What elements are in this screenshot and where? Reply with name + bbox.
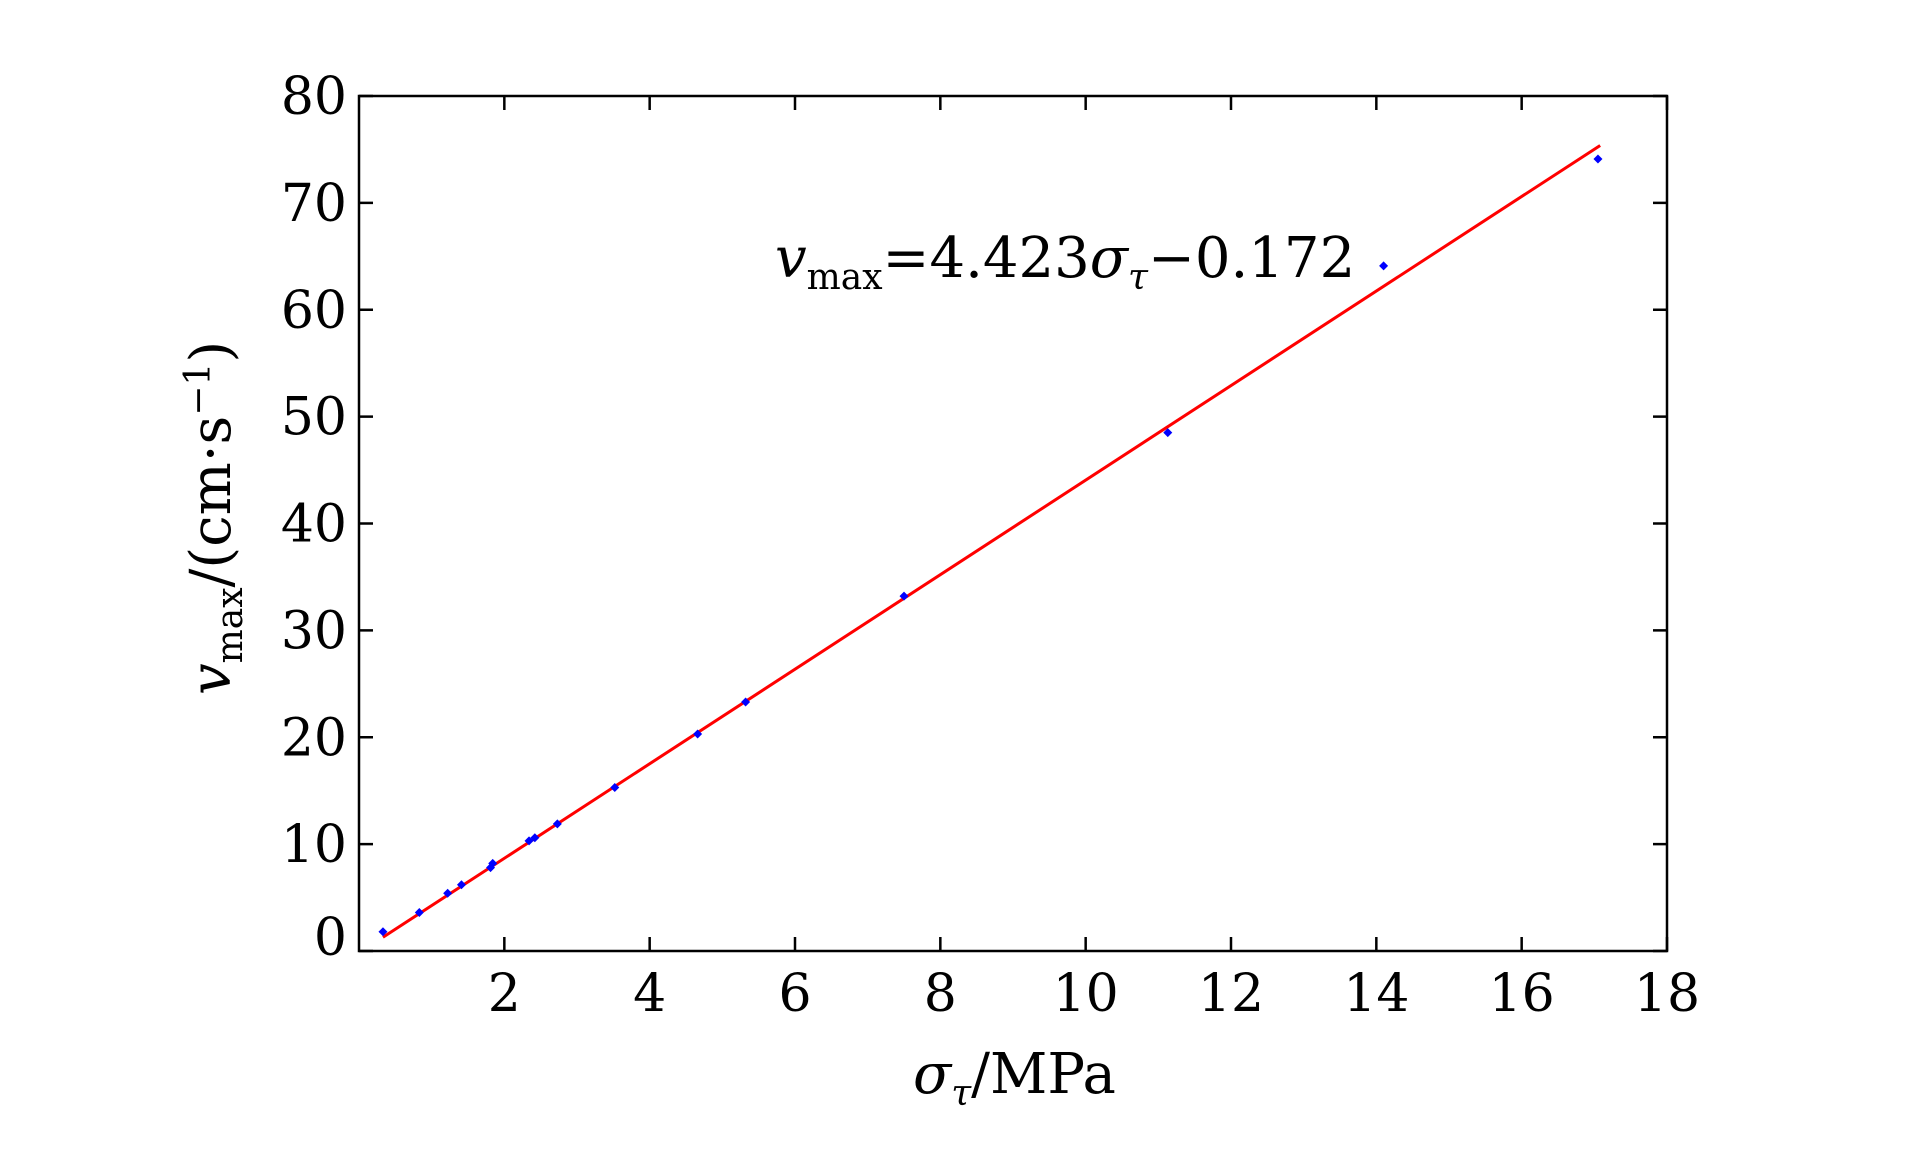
data-point [524,836,534,846]
x-tick-label: 16 [1489,964,1555,1024]
annotation-mid: =4.423 [883,226,1090,291]
plot-area [357,94,1669,953]
x-tick-label: 8 [924,964,957,1024]
data-point [552,819,562,829]
y-tick-label: 10 [281,815,347,875]
y-label-sub: max [210,587,251,663]
fit-line [382,144,1601,939]
y-tick-label: 80 [281,67,347,127]
data-point [443,888,453,898]
data-point [530,833,540,843]
data-point [488,858,498,868]
y-label-rest: /(cm·s [179,416,244,588]
annotation-sigma: σ [1090,226,1130,291]
y-label-close: ) [179,341,244,363]
data-point [693,729,703,739]
y-tick-label: 50 [281,388,347,448]
y-label-main: v [179,663,244,695]
annotation-sub: max [807,257,883,298]
data-point [610,782,620,792]
y-axis-label: vmax/(cm·s−1) [178,341,251,695]
data-point [456,880,466,890]
x-axis-label: στ/MPa [913,1042,1116,1114]
y-tick-label: 40 [281,495,347,555]
x-label-rest: /MPa [971,1042,1116,1107]
fit-line-layer [382,144,1601,939]
data-point [414,908,424,918]
x-tick-label: 10 [1053,964,1119,1024]
x-tick-label: 6 [778,964,811,1024]
x-tick-label: 14 [1343,964,1409,1024]
y-tick-label: 20 [281,708,347,768]
data-point [378,927,388,937]
annotation-rest: −0.172 [1148,226,1355,291]
data-points-layer [378,154,1603,937]
x-tick-label: 12 [1198,964,1264,1024]
x-label-main: σ [913,1042,953,1107]
data-point [741,697,751,707]
data-point [1379,261,1389,271]
annotation-v: v [775,226,807,291]
y-tick-label: 0 [314,908,347,968]
axis-ticks [359,94,1669,953]
x-label-sub: τ [951,1073,972,1114]
data-point [1593,154,1603,164]
y-tick-label: 70 [281,174,347,234]
y-tick-label: 30 [281,601,347,661]
x-tick-label: 2 [488,964,521,1024]
x-tick-label: 18 [1634,964,1700,1024]
tick-labels: 2 4 6 8 10 12 14 16 18 0 10 20 30 40 50 60 70 80 [281,67,1700,1024]
annotation-tau: τ [1128,257,1149,298]
x-tick-label: 4 [633,964,666,1024]
y-label-sup: −1 [178,363,219,416]
data-point [1163,428,1173,438]
fit-equation-annotation: vmax=4.423στ−0.172 [775,226,1355,298]
y-tick-label: 60 [281,281,347,341]
data-point [899,591,909,601]
